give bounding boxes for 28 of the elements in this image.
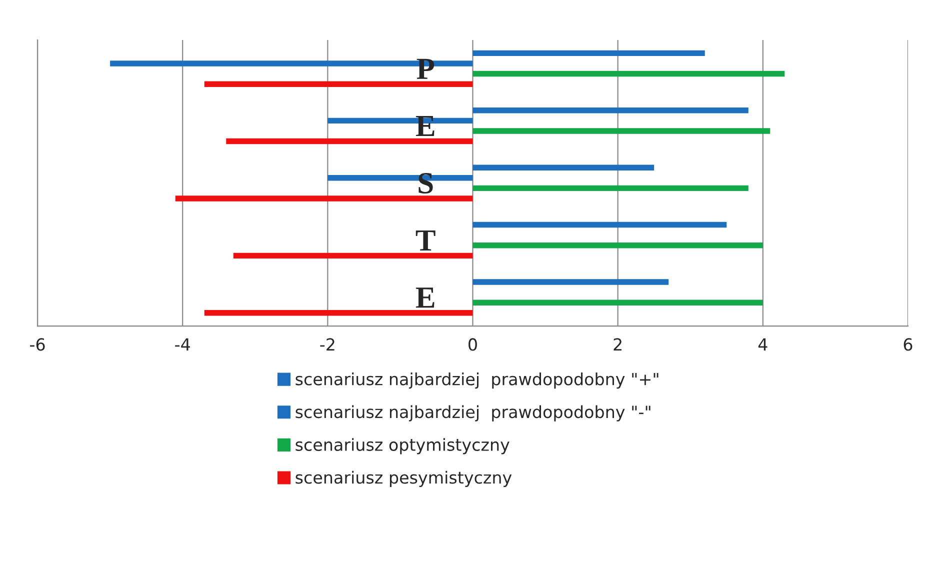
x-tick-label: -4 [175, 338, 190, 351]
bar [472, 128, 770, 134]
x-tick-label: 6 [904, 338, 912, 351]
bar [472, 222, 727, 228]
bar [472, 242, 763, 248]
bar [233, 252, 473, 259]
bar [204, 310, 473, 316]
bar [472, 50, 705, 56]
legend-label: scenariusz pesymistyczny [296, 470, 512, 488]
legend-label: scenariusz optymistyczny [296, 438, 510, 454]
x-tick-label: 4 [758, 338, 768, 351]
bar [472, 108, 748, 114]
bar [175, 196, 473, 202]
bar [226, 138, 473, 144]
legend-label: scenariusz najbardziej prawdopodobny "+" [296, 372, 658, 389]
y-tick-label: T [416, 230, 436, 250]
bar [472, 70, 785, 77]
x-tick-label: 0 [468, 338, 477, 351]
y-tick-label: E [416, 288, 434, 308]
bar [472, 164, 654, 170]
x-tick-label: 2 [614, 338, 622, 351]
bar [472, 279, 669, 285]
legend-label: scenariusz najbardziej prawdopodobny "-" [296, 405, 650, 422]
bar [472, 300, 763, 306]
x-tick-label: -6 [30, 338, 45, 351]
bar [204, 81, 473, 87]
bar [472, 185, 748, 192]
x-tick-label: -2 [320, 338, 334, 351]
